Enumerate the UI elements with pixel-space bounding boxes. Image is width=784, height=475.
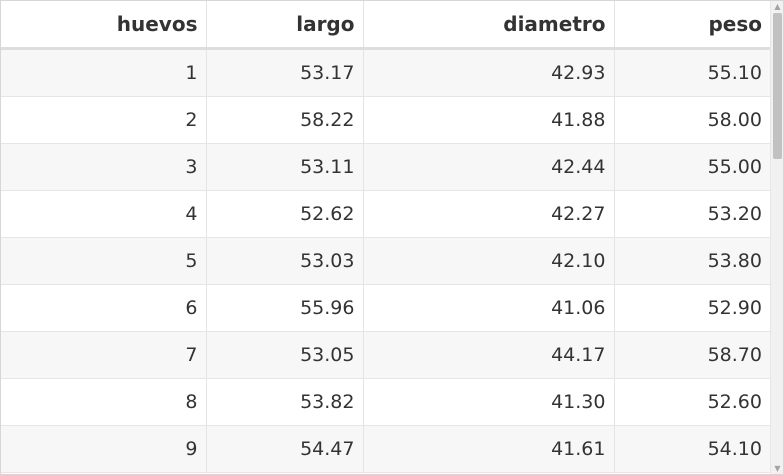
cell-huevos: 7 [1, 331, 207, 379]
cell-huevos: 9 [1, 425, 207, 473]
cell-diametro: 41.88 [363, 96, 615, 144]
cell-diametro: 41.30 [363, 378, 615, 426]
cell-huevos: 1 [1, 48, 207, 97]
cell-huevos: 8 [1, 378, 207, 426]
table-row: 6 55.96 41.06 52.90 [1, 284, 770, 332]
cell-peso: 53.20 [614, 190, 770, 238]
cell-peso: 55.00 [614, 143, 770, 191]
scrollbar-thumb[interactable] [773, 13, 782, 159]
table-row: 4 52.62 42.27 53.20 [1, 190, 770, 238]
cell-peso: 54.10 [614, 425, 770, 473]
cell-largo: 52.62 [206, 190, 364, 238]
table-row: 1 53.17 42.93 55.10 [1, 48, 770, 97]
cell-largo: 54.47 [206, 425, 364, 473]
cell-largo: 53.03 [206, 237, 364, 285]
table-row: 9 54.47 41.61 54.10 [1, 425, 770, 473]
cell-peso: 53.80 [614, 237, 770, 285]
cell-largo: 55.96 [206, 284, 364, 332]
triangle-down-icon[interactable]: ▼ [774, 464, 781, 473]
triangle-up-icon[interactable]: ▲ [774, 2, 781, 11]
cell-diametro: 41.61 [363, 425, 615, 473]
table-row: 5 53.03 42.10 53.80 [1, 237, 770, 285]
cell-peso: 55.10 [614, 48, 770, 97]
cell-huevos: 5 [1, 237, 207, 285]
column-header-peso[interactable]: peso [614, 1, 770, 50]
cell-diametro: 41.06 [363, 284, 615, 332]
cell-largo: 58.22 [206, 96, 364, 144]
data-table: huevos largo diametro peso 1 53.17 42.93… [1, 1, 770, 473]
cell-peso: 58.00 [614, 96, 770, 144]
vertical-scrollbar[interactable]: ▲ ▼ [770, 1, 783, 474]
column-header-huevos[interactable]: huevos [1, 1, 207, 50]
cell-diametro: 42.10 [363, 237, 615, 285]
cell-largo: 53.17 [206, 48, 364, 97]
column-header-diametro[interactable]: diametro [363, 1, 615, 50]
cell-huevos: 2 [1, 96, 207, 144]
cell-diametro: 42.93 [363, 48, 615, 97]
cell-peso: 58.70 [614, 331, 770, 379]
cell-diametro: 42.44 [363, 143, 615, 191]
table-row: 3 53.11 42.44 55.00 [1, 143, 770, 191]
header-row: huevos largo diametro peso [1, 1, 770, 50]
cell-peso: 52.90 [614, 284, 770, 332]
cell-diametro: 44.17 [363, 331, 615, 379]
column-header-largo[interactable]: largo [206, 1, 364, 50]
table-row: 2 58.22 41.88 58.00 [1, 96, 770, 144]
table-row: 7 53.05 44.17 58.70 [1, 331, 770, 379]
cell-huevos: 4 [1, 190, 207, 238]
cell-largo: 53.11 [206, 143, 364, 191]
cell-largo: 53.82 [206, 378, 364, 426]
cell-peso: 52.60 [614, 378, 770, 426]
cell-huevos: 6 [1, 284, 207, 332]
table-row: 8 53.82 41.30 52.60 [1, 378, 770, 426]
cell-huevos: 3 [1, 143, 207, 191]
cell-diametro: 42.27 [363, 190, 615, 238]
cell-largo: 53.05 [206, 331, 364, 379]
